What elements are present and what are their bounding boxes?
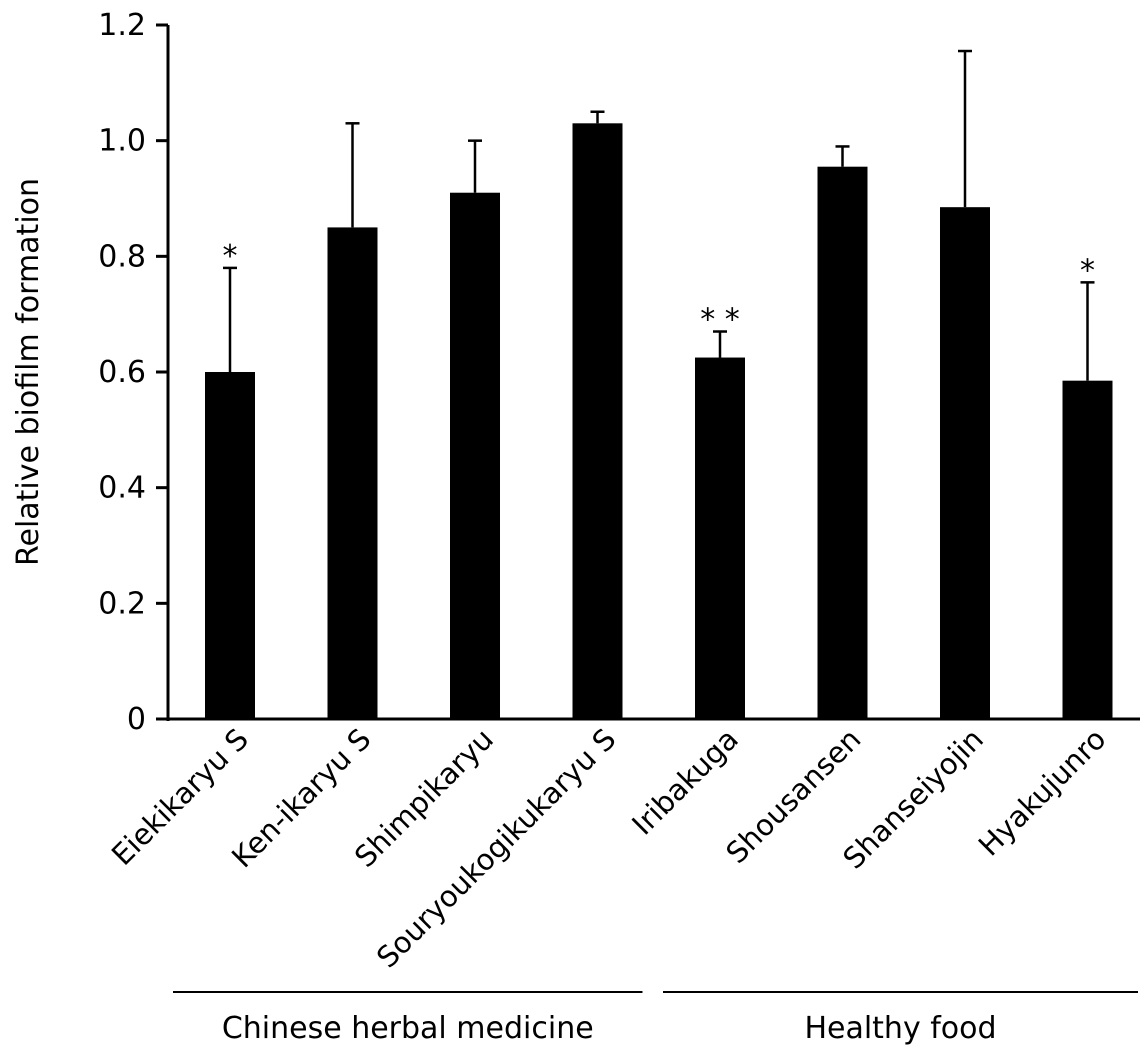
- significance-marker: * *: [700, 303, 740, 338]
- y-axis-title: Relative biofilm formation: [11, 178, 46, 566]
- bar: [817, 166, 868, 720]
- bar: [205, 372, 255, 719]
- bar: [327, 227, 378, 719]
- group-label: Healthy food: [804, 1011, 996, 1045]
- y-tick-label: 0.2: [98, 586, 146, 621]
- significance-marker: *: [223, 239, 238, 274]
- x-category-label: Souryoukogikukaryu S: [370, 722, 623, 975]
- x-category-label: Iribakuga: [625, 722, 745, 842]
- y-tick-label: 0.8: [98, 239, 146, 274]
- y-tick-label: 0.4: [98, 471, 146, 506]
- x-category-label: Hyakujunro: [972, 722, 1113, 863]
- bar: [940, 207, 990, 720]
- axes-layer: [156, 23, 1140, 993]
- bars-layer: [205, 49, 1113, 720]
- y-tick-label: 0: [127, 702, 146, 737]
- bar: [572, 123, 623, 720]
- group-label: Chinese herbal medicine: [222, 1011, 594, 1045]
- y-tick-label: 1.0: [98, 124, 146, 159]
- bar: [450, 192, 500, 719]
- bar: [1062, 380, 1113, 719]
- significance-marker: *: [1080, 253, 1095, 288]
- y-tick-label: 0.6: [98, 355, 146, 390]
- bar: [695, 357, 745, 719]
- y-tick-label: 1.2: [98, 8, 146, 43]
